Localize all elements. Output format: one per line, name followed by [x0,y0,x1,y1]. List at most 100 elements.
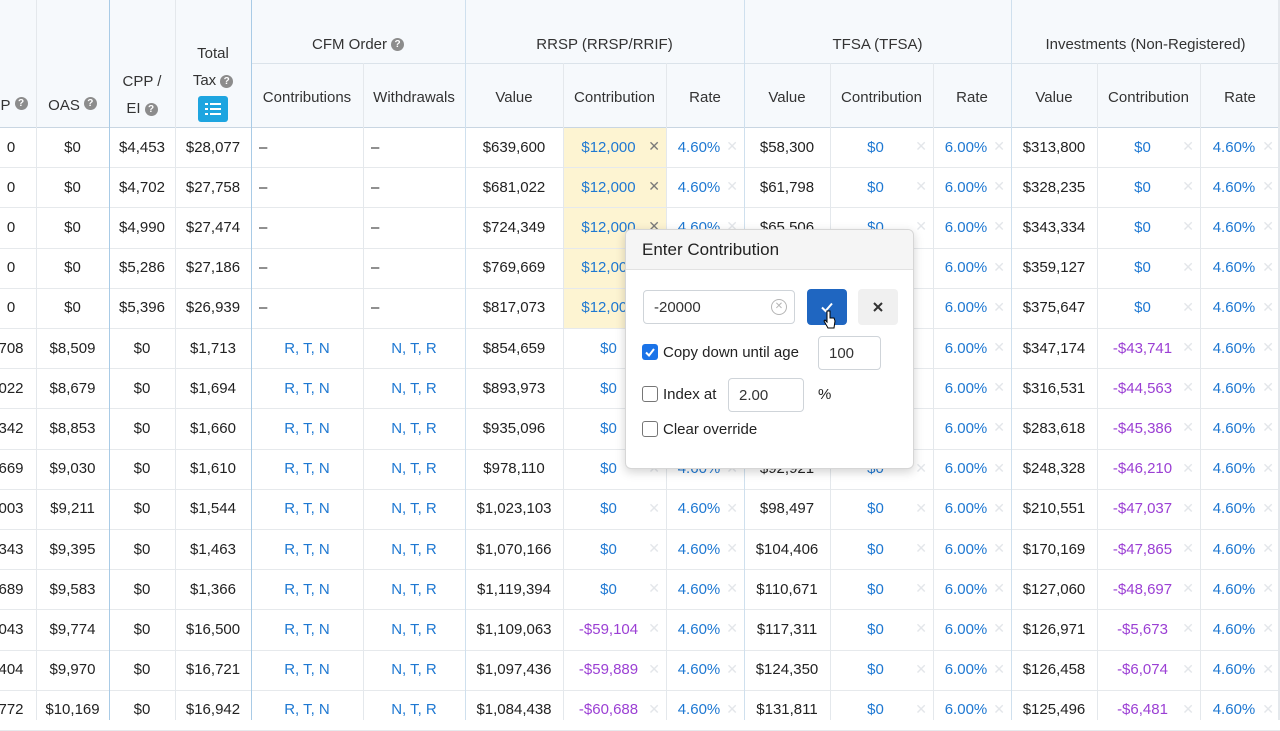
column-header-cfm-withdrawals[interactable]: Withdrawals [363,89,465,127]
clear-override-icon[interactable]: ✕ [993,660,1005,677]
inv-rate-cell[interactable]: 4.60% ✕ [1200,328,1280,368]
inv-rate-cell[interactable]: 4.60% ✕ [1200,569,1280,609]
clear-override-icon[interactable]: ✕ [993,218,1005,235]
clear-override-icon[interactable]: ✕ [993,580,1005,597]
clear-override-icon[interactable]: ✕ [648,580,660,597]
clear-override-icon[interactable]: ✕ [1182,138,1194,155]
rrsp-contribution-cell[interactable]: -$59,104 ✕ [563,609,666,649]
column-header-oas[interactable]: OAS? [36,0,109,127]
clear-override-icon[interactable]: ✕ [993,339,1005,356]
rrsp-rate-cell[interactable]: 4.60% ✕ [666,167,744,207]
copy-down-age-input[interactable] [818,336,881,370]
cfm-withdrawals-cell[interactable]: – [363,248,465,288]
cfm-withdrawals-cell[interactable]: N, T, R [363,328,465,368]
help-icon[interactable]: ? [14,97,28,110]
cfm-withdrawals-cell[interactable]: N, T, R [363,529,465,569]
clear-override-icon[interactable]: ✕ [1262,701,1274,718]
clear-override-icon[interactable]: ✕ [915,138,927,155]
clear-input-icon[interactable]: ✕ [771,299,787,315]
clear-override-icon[interactable]: ✕ [993,299,1005,316]
clear-override-icon[interactable]: ✕ [726,178,738,195]
inv-contribution-cell[interactable]: -$47,865 ✕ [1097,529,1200,569]
column-header-rrsp-value[interactable]: Value [465,89,563,127]
clear-override-icon[interactable]: ✕ [1182,580,1194,597]
inv-contribution-cell[interactable]: $0 ✕ [1097,207,1200,247]
rrsp-contribution-cell[interactable]: -$60,688 ✕ [563,690,666,730]
clear-override-icon[interactable]: ✕ [648,701,660,718]
tfsa-rate-cell[interactable]: 6.00% ✕ [933,127,1011,167]
clear-override-icon[interactable]: ✕ [1182,258,1194,275]
cfm-withdrawals-cell[interactable]: N, T, R [363,449,465,489]
clear-override-icon[interactable]: ✕ [648,620,660,637]
inv-rate-cell[interactable]: 4.60% ✕ [1200,690,1280,730]
cfm-contributions-cell[interactable]: R, T, N [251,529,363,569]
tfsa-rate-cell[interactable]: 6.00% ✕ [933,368,1011,408]
clear-override-icon[interactable]: ✕ [915,580,927,597]
clear-override-icon[interactable]: ✕ [1262,419,1274,436]
rrsp-contribution-cell[interactable]: $0 ✕ [563,529,666,569]
column-header-rrsp-contribution[interactable]: Contribution [563,89,666,127]
inv-contribution-cell[interactable]: $0 ✕ [1097,127,1200,167]
inv-contribution-cell[interactable]: -$5,673 ✕ [1097,609,1200,649]
clear-override-icon[interactable]: ✕ [1182,178,1194,195]
column-header-tfsa-value[interactable]: Value [744,89,830,127]
cfm-withdrawals-cell[interactable]: N, T, R [363,609,465,649]
cfm-contributions-cell[interactable]: R, T, N [251,650,363,690]
cfm-contributions-cell[interactable]: R, T, N [251,569,363,609]
clear-override-icon[interactable]: ✕ [1262,258,1274,275]
column-header-rrsp-rate[interactable]: Rate [666,89,744,127]
cfm-withdrawals-cell[interactable]: – [363,207,465,247]
inv-rate-cell[interactable]: 4.60% ✕ [1200,408,1280,448]
cfm-contributions-cell[interactable]: R, T, N [251,609,363,649]
cfm-withdrawals-cell[interactable]: – [363,167,465,207]
tfsa-contribution-cell[interactable]: $0 ✕ [830,609,933,649]
clear-override-icon[interactable]: ✕ [993,138,1005,155]
clear-override-icon[interactable]: ✕ [1262,138,1274,155]
clear-override-icon[interactable]: ✕ [993,540,1005,557]
clear-override-icon[interactable]: ✕ [648,218,660,235]
clear-override-icon[interactable]: ✕ [1182,660,1194,677]
cfm-withdrawals-cell[interactable]: N, T, R [363,569,465,609]
inv-contribution-cell[interactable]: $0 ✕ [1097,248,1200,288]
inv-contribution-cell[interactable]: -$47,037 ✕ [1097,489,1200,529]
clear-override-icon[interactable]: ✕ [726,138,738,155]
clear-override-icon[interactable]: ✕ [915,218,927,235]
help-icon[interactable]: ? [83,97,97,110]
clear-override-icon[interactable]: ✕ [993,178,1005,195]
cfm-withdrawals-cell[interactable]: – [363,288,465,328]
clear-override-icon[interactable]: ✕ [726,500,738,517]
clear-override-icon[interactable]: ✕ [726,218,738,235]
clear-override-icon[interactable]: ✕ [1182,299,1194,316]
clear-override-icon[interactable]: ✕ [993,459,1005,476]
cfm-withdrawals-cell[interactable]: N, T, R [363,650,465,690]
inv-contribution-cell[interactable]: -$6,481 ✕ [1097,690,1200,730]
clear-override-icon[interactable]: ✕ [726,540,738,557]
tfsa-rate-cell[interactable]: 6.00% ✕ [933,529,1011,569]
clear-override-icon[interactable]: ✕ [648,500,660,517]
rrsp-contribution-cell[interactable]: $12,000 ✕ [563,207,666,248]
clear-override-icon[interactable]: ✕ [726,620,738,637]
cancel-button[interactable] [858,289,898,325]
help-icon[interactable]: ? [220,75,234,88]
tax-details-list-icon[interactable] [198,96,228,122]
inv-contribution-cell[interactable]: $0 ✕ [1097,288,1200,328]
cfm-contributions-cell[interactable]: R, T, N [251,489,363,529]
cfm-contributions-cell[interactable]: R, T, N [251,449,363,489]
clear-override-icon[interactable]: ✕ [1182,701,1194,718]
clear-override-icon[interactable]: ✕ [915,500,927,517]
help-icon[interactable]: ? [391,38,404,51]
contribution-amount-input[interactable] [643,290,795,324]
clear-override-icon[interactable]: ✕ [993,379,1005,396]
cfm-contributions-cell[interactable]: R, T, N [251,328,363,368]
tfsa-contribution-cell[interactable]: $0 ✕ [830,650,933,690]
rrsp-rate-cell[interactable]: 4.60% ✕ [666,690,744,730]
cfm-contributions-cell[interactable]: R, T, N [251,408,363,448]
inv-rate-cell[interactable]: 4.60% ✕ [1200,248,1280,288]
rrsp-rate-cell[interactable]: 4.60% ✕ [666,489,744,529]
clear-override-icon[interactable]: ✕ [993,258,1005,275]
cfm-contributions-cell[interactable]: – [251,207,363,247]
rrsp-contribution-cell[interactable]: $12,000 ✕ [563,127,666,168]
clear-override-icon[interactable]: ✕ [648,138,660,155]
tfsa-rate-cell[interactable]: 6.00% ✕ [933,449,1011,489]
cfm-contributions-cell[interactable]: – [251,288,363,328]
